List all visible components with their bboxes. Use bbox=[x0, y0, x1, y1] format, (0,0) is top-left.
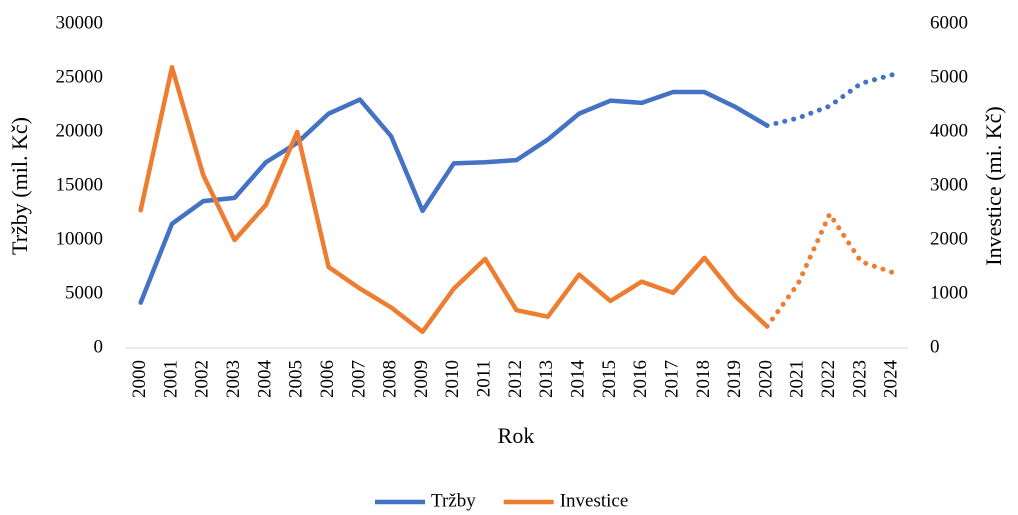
series-line-forecast bbox=[764, 72, 895, 129]
legend-label: Investice bbox=[560, 490, 629, 511]
x-tick-label: 2012 bbox=[505, 360, 526, 398]
x-tick-label: 2005 bbox=[286, 360, 307, 398]
y-tick-label: 15000 bbox=[56, 174, 104, 195]
y2-tick-label: 0 bbox=[930, 336, 940, 357]
y-tick-label: 5000 bbox=[65, 282, 103, 303]
x-tick-label: 2008 bbox=[380, 360, 401, 398]
y-tick-label: 10000 bbox=[56, 228, 104, 249]
x-tick-label: 2024 bbox=[881, 360, 902, 399]
x-tick-label: 2003 bbox=[223, 360, 244, 398]
x-tick-label: 2004 bbox=[254, 360, 275, 399]
series-line bbox=[138, 89, 770, 305]
x-axis-title: Rok bbox=[498, 423, 535, 448]
y-tick-label: 0 bbox=[94, 336, 104, 357]
x-tick-label: 2009 bbox=[411, 360, 432, 398]
y2-tick-label: 3000 bbox=[930, 174, 968, 195]
x-tick-label: 2015 bbox=[599, 360, 620, 398]
series-line bbox=[138, 64, 770, 335]
x-tick-label: 2017 bbox=[661, 360, 682, 398]
legend-label: Tržby bbox=[431, 490, 476, 511]
x-tick-label: 2013 bbox=[536, 360, 557, 398]
y2-tick-label: 6000 bbox=[930, 12, 968, 33]
x-tick-label: 2006 bbox=[317, 360, 338, 398]
x-tick-label: 2021 bbox=[787, 360, 808, 398]
y2-tick-label: 4000 bbox=[930, 120, 968, 141]
x-tick-label: 2002 bbox=[192, 360, 213, 398]
y-tick-label: 30000 bbox=[56, 12, 104, 33]
y2-tick-label: 1000 bbox=[930, 282, 968, 303]
x-tick-label: 2001 bbox=[160, 360, 181, 398]
series-line-forecast bbox=[764, 211, 895, 329]
x-tick-label: 2016 bbox=[630, 360, 651, 398]
x-tick-label: 2022 bbox=[818, 360, 839, 398]
x-tick-label: 2018 bbox=[693, 360, 714, 398]
x-tick-label: 2023 bbox=[849, 360, 870, 398]
x-tick-label: 2007 bbox=[348, 360, 369, 398]
x-tick-label: 2000 bbox=[129, 360, 150, 398]
y2-tick-label: 2000 bbox=[930, 228, 968, 249]
y-tick-label: 25000 bbox=[56, 66, 104, 87]
y2-tick-label: 5000 bbox=[930, 66, 968, 87]
y-tick-label: 20000 bbox=[56, 120, 104, 141]
x-tick-label: 2019 bbox=[724, 360, 745, 398]
x-tick-label: 2014 bbox=[567, 360, 588, 399]
x-tick-label: 2011 bbox=[474, 360, 495, 397]
x-tick-label: 2010 bbox=[442, 360, 463, 398]
y2-axis-title: Investice (mi. Kč) bbox=[981, 106, 1006, 265]
x-tick-label: 2020 bbox=[755, 360, 776, 398]
y-axis-title: Tržby (mil. Kč) bbox=[7, 117, 32, 255]
